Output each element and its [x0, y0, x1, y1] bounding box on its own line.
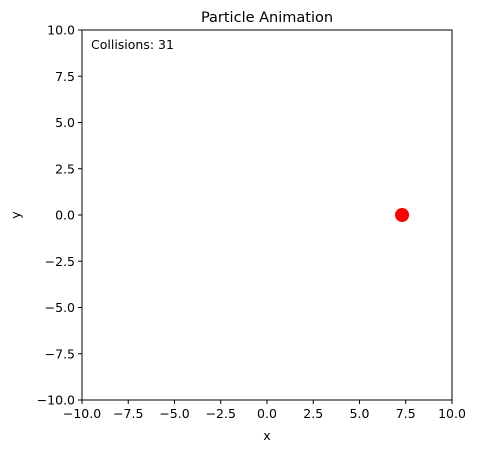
y-tick-label: −7.5 — [45, 346, 75, 361]
x-axis-label: x — [263, 428, 270, 443]
y-tick-label: 5.0 — [55, 115, 75, 130]
x-tick-label: −7.5 — [113, 406, 143, 421]
x-tick-label: −2.5 — [206, 406, 236, 421]
x-tick-label: 2.5 — [303, 406, 323, 421]
collisions-annotation: Collisions: 31 — [91, 37, 174, 52]
y-tick-label: −2.5 — [45, 254, 75, 269]
x-tick-label: 7.5 — [396, 406, 416, 421]
y-tick-label: 10.0 — [47, 23, 75, 38]
x-tick-label: 5.0 — [350, 406, 370, 421]
x-tick-label: −10.0 — [63, 406, 101, 421]
plot-frame — [81, 29, 453, 401]
x-tick-label: 10.0 — [438, 406, 466, 421]
x-tick-label: 0.0 — [257, 406, 277, 421]
y-tick-label: −10.0 — [37, 393, 75, 408]
chart-title: Particle Animation — [201, 10, 333, 26]
y-tick-label: 7.5 — [55, 69, 75, 84]
data-points — [395, 208, 410, 222]
particle-point — [395, 208, 410, 222]
y-tick-label: −5.0 — [45, 300, 75, 315]
y-tick-label: 2.5 — [55, 161, 75, 176]
y-axis-ticks: −10.0 −7.5 −5.0 −2.5 0.0 2.5 5.0 7.5 10.0 — [37, 23, 82, 408]
x-tick-label: −5.0 — [159, 406, 189, 421]
y-axis-label: y — [8, 211, 23, 219]
x-axis-ticks: −10.0 −7.5 −5.0 −2.5 0.0 2.5 5.0 7.5 10.0 — [63, 400, 466, 421]
y-tick-label: 0.0 — [55, 208, 75, 223]
